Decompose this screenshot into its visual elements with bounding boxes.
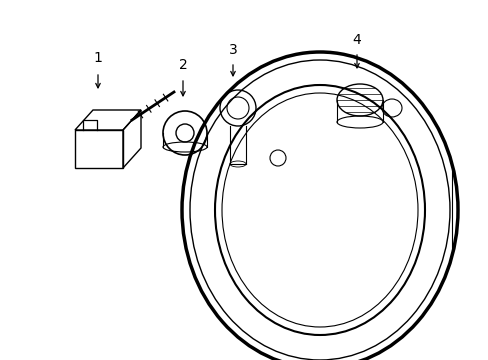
Text: 4: 4 bbox=[352, 33, 361, 47]
Text: 3: 3 bbox=[228, 43, 237, 57]
Text: 1: 1 bbox=[93, 51, 102, 65]
Text: 2: 2 bbox=[178, 58, 187, 72]
